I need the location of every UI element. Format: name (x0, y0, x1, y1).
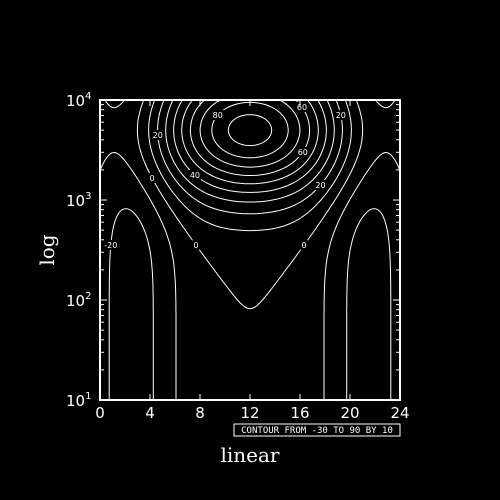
contour-label-bg (192, 240, 200, 250)
contour-label-bg (148, 173, 156, 183)
contour-line (157, 99, 343, 215)
x-tick-label: 20 (340, 404, 359, 422)
contour-label: 0 (193, 241, 198, 250)
contour-line (189, 99, 311, 176)
contour-label: -20 (104, 241, 117, 250)
contour-label-bg (151, 130, 164, 140)
contour-label: 40 (190, 171, 200, 180)
contour-label: 0 (302, 241, 307, 250)
contour-label: 60 (298, 148, 308, 157)
contour-label-bg (211, 110, 224, 120)
y-tick-label: 102 (66, 291, 91, 310)
contour-label: 60 (297, 103, 307, 112)
contour-line (181, 99, 319, 185)
contour-label-bg (296, 147, 309, 157)
contour-label-bg (295, 102, 308, 112)
x-tick-labels: 0 4 8 12 16 20 24 (95, 404, 409, 422)
contour-label: 20 (336, 111, 346, 120)
y-tick-labels: 101 102 103 104 (66, 91, 91, 410)
contour-line (148, 99, 352, 232)
contour-note-box (233, 423, 401, 437)
x-axis-title: linear (221, 443, 280, 467)
x-tick-label: 4 (145, 404, 155, 422)
y-tick-label: 104 (66, 91, 91, 110)
x-tick-label: 12 (240, 404, 259, 422)
contour-label-bg (334, 110, 347, 120)
x-tick-label: 8 (195, 404, 205, 422)
contour-note: CONTOUR FROM -30 TO 90 BY 10 (241, 426, 393, 436)
x-tick-label: 0 (95, 404, 105, 422)
x-tick-label: 16 (290, 404, 309, 422)
y-tick-label: 101 (66, 391, 91, 410)
contour-labels: -20 0 0 0 20 20 20 40 60 60 80 (102, 102, 347, 250)
contour-line (108, 208, 392, 400)
contour-label-bg (300, 240, 308, 250)
contour-label-bg (188, 170, 201, 180)
contour-line (136, 99, 364, 310)
contour-lines (99, 99, 401, 400)
y-tick-label: 103 (66, 191, 91, 210)
contour-label-bg (314, 180, 327, 190)
x-tick-label: 24 (390, 404, 409, 422)
contour-label: 80 (213, 111, 223, 120)
contour-label-bg (102, 240, 120, 250)
contour-line (165, 99, 335, 203)
axis-ticks (99, 100, 401, 401)
contour-label: 20 (315, 181, 325, 190)
y-axis-title: log (35, 234, 59, 265)
contour-line (227, 114, 273, 146)
contour-line (199, 99, 301, 168)
contour-label: 20 (153, 131, 163, 140)
contour-line (99, 99, 401, 400)
contour-label: 0 (150, 174, 155, 183)
